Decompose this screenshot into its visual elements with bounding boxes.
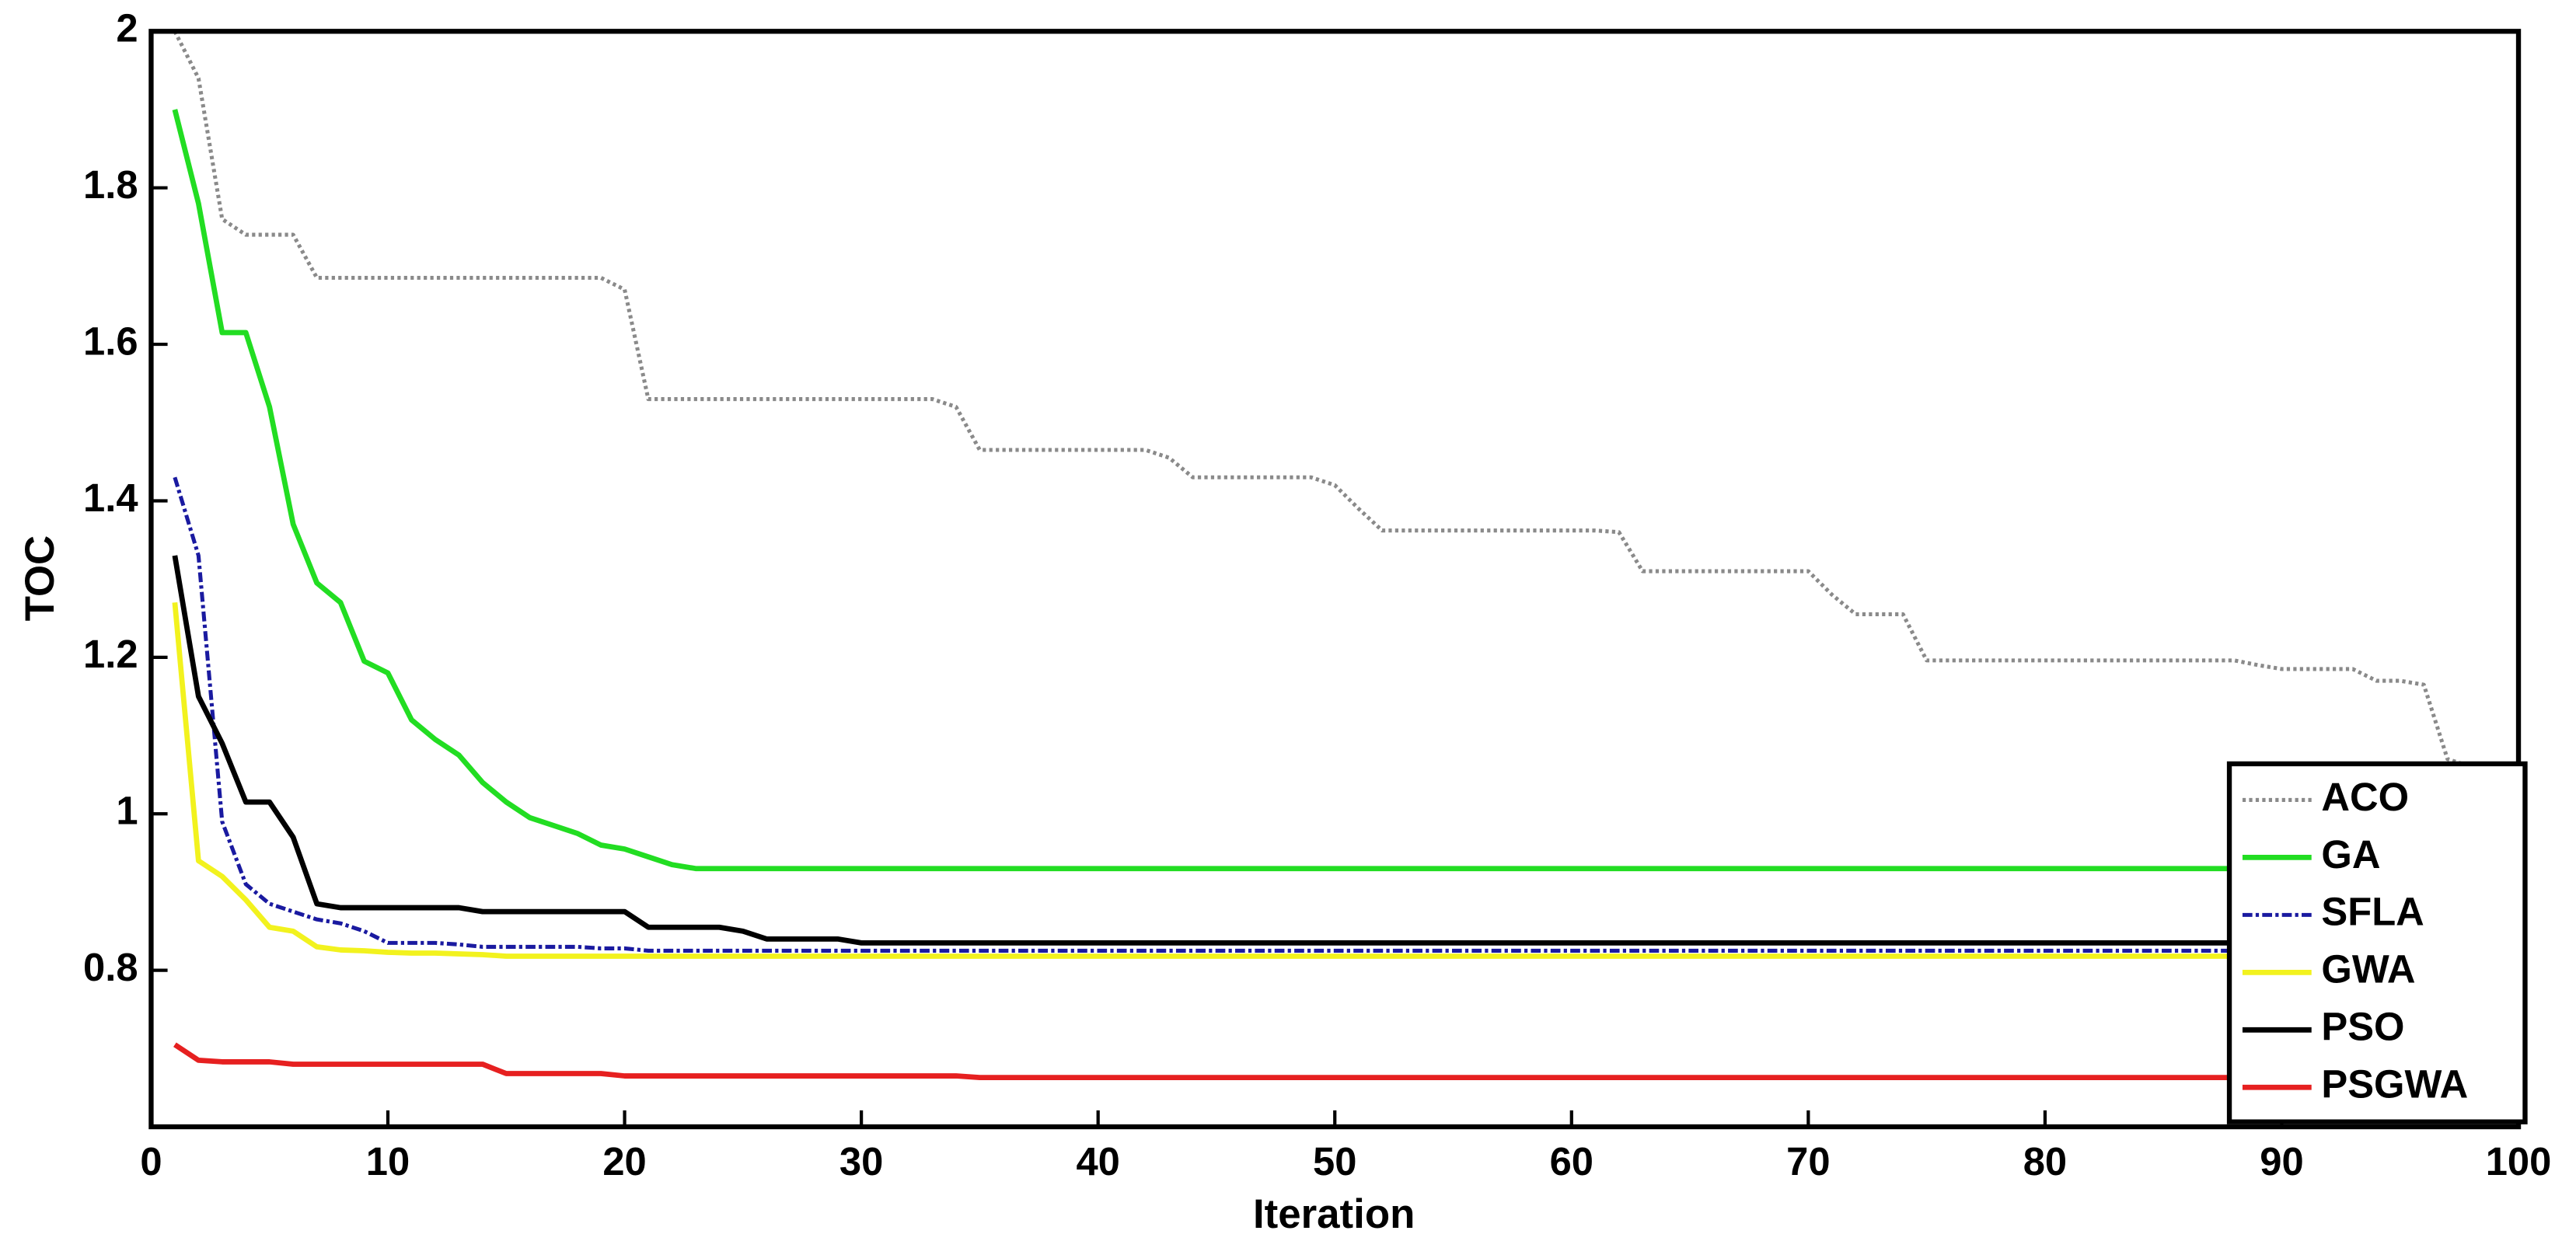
y-axis-label: TOC — [17, 535, 63, 622]
x-tick-label: 100 — [2486, 1139, 2552, 1184]
y-tick-label: 0.8 — [83, 945, 138, 989]
legend-label: PSGWA — [2321, 1062, 2468, 1107]
y-tick-label: 1.8 — [83, 162, 138, 207]
y-tick-label: 1 — [116, 789, 138, 833]
x-tick-label: 40 — [1076, 1139, 1119, 1184]
data-line — [173, 476, 2519, 953]
data-line — [172, 109, 2519, 872]
plot-frame — [148, 29, 2522, 1130]
data-line — [173, 30, 2519, 769]
legend-label: SFLA — [2321, 890, 2424, 934]
x-tick-label: 50 — [1313, 1139, 1356, 1184]
x-tick-label: 30 — [839, 1139, 883, 1184]
legend-box — [2226, 761, 2528, 1124]
x-tick-label: 70 — [1786, 1139, 1830, 1184]
legend-label: PSO — [2321, 1005, 2404, 1049]
data-line — [172, 555, 2519, 946]
y-tick-label: 2 — [116, 6, 138, 51]
legend-label: GA — [2321, 832, 2380, 877]
legend-label: ACO — [2321, 775, 2409, 819]
y-tick-label: 1.2 — [83, 632, 138, 676]
legend: ACO GA SFLA GWA PSO PSGWA — [2226, 761, 2528, 1124]
x-tick-label: 10 — [366, 1139, 410, 1184]
x-tick-label: 20 — [602, 1139, 646, 1184]
x-tick-label: 0 — [140, 1139, 162, 1184]
data-line — [172, 602, 2519, 959]
y-tick-label: 1.6 — [83, 319, 138, 363]
y-tick-label: 1.4 — [83, 476, 138, 520]
x-tick-label: 90 — [2260, 1139, 2303, 1184]
data-line — [173, 1042, 2519, 1080]
x-tick-label: 60 — [1550, 1139, 1593, 1184]
x-tick-label: 80 — [2023, 1139, 2067, 1184]
x-axis-label: Iteration — [1253, 1191, 1415, 1237]
legend-label: GWA — [2321, 947, 2415, 992]
